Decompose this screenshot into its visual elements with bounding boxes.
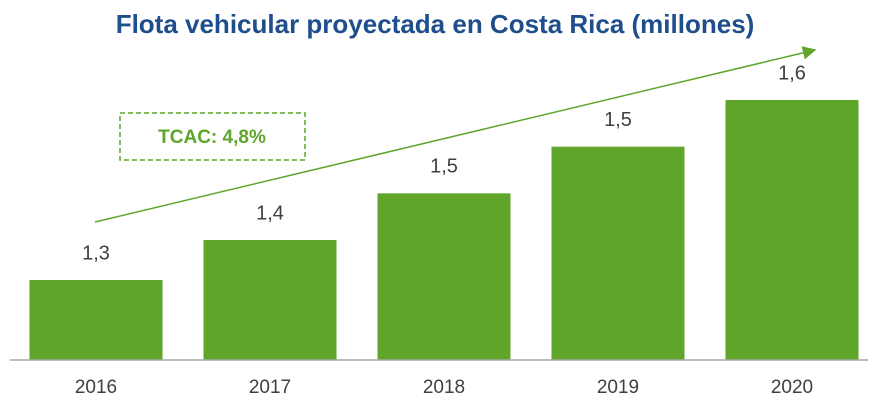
value-label: 1,5	[604, 109, 632, 131]
x-tick-label: 2017	[249, 377, 291, 398]
bar	[551, 146, 685, 360]
bar	[203, 240, 337, 360]
annotation-box	[119, 112, 306, 161]
bar	[725, 100, 859, 360]
value-label: 1,6	[778, 62, 806, 84]
trend-arrow	[94, 46, 817, 223]
bar	[377, 193, 511, 360]
value-label: 1,5	[430, 156, 458, 178]
chart-title: Flota vehicular proyectada en Costa Rica…	[116, 9, 755, 39]
value-label: 1,4	[256, 202, 284, 224]
bar	[29, 280, 163, 360]
value-label: 1,3	[82, 242, 110, 264]
x-tick-label: 2018	[423, 377, 465, 398]
x-tick-label: 2020	[771, 377, 813, 398]
annotation: TCAC: 4,8%	[158, 127, 266, 148]
x-tick-label: 2016	[75, 377, 117, 398]
x-tick-label: 2019	[597, 377, 639, 398]
